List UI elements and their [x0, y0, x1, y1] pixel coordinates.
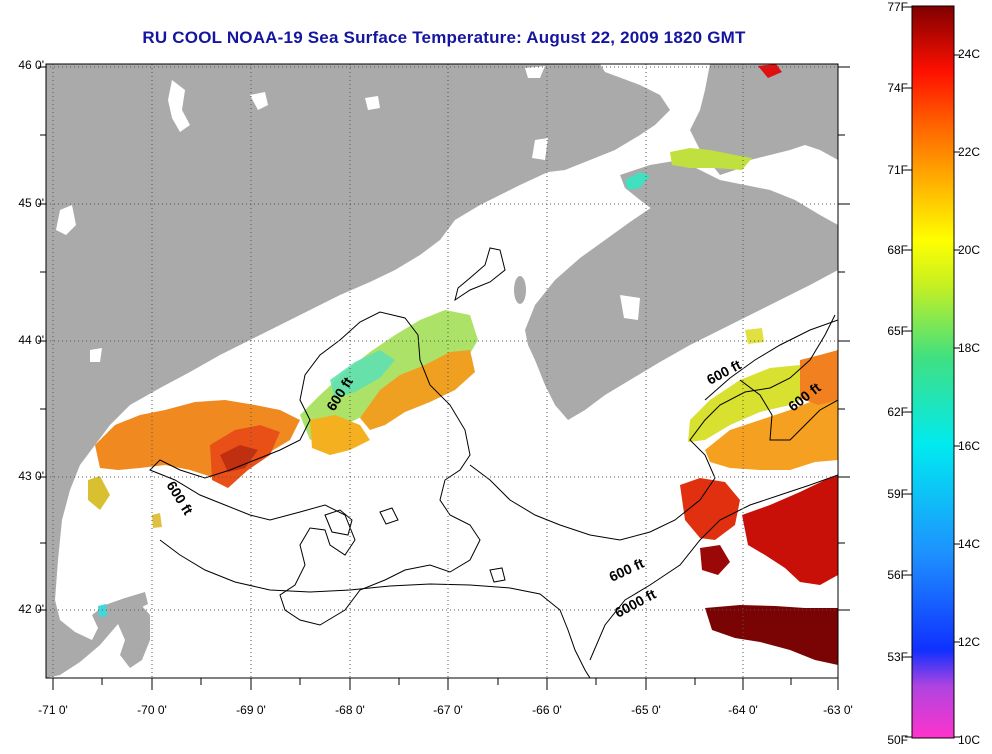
lake [620, 295, 640, 320]
lake [90, 348, 102, 362]
lat-label-42: 42 0' [18, 602, 44, 616]
contour-600ft-georges [469, 314, 836, 541]
lon-label-63: -63 0' [823, 703, 853, 717]
lake [365, 96, 380, 110]
contour-small-3 [379, 507, 399, 525]
contour-600ft-gulf [149, 311, 481, 626]
colorbar-label-59f: 59F [887, 487, 908, 501]
lake [525, 66, 545, 78]
lat-label-45: 45 0' [18, 196, 44, 210]
lake [56, 205, 76, 235]
colorbar-label-62f: 62F [887, 405, 908, 419]
lon-label-70: -70 0' [137, 703, 167, 717]
sst-patch-small-yellow [152, 513, 162, 528]
land-nova-scotia [525, 198, 838, 420]
colorbar-ticks [905, 6, 960, 738]
axis-ticks [38, 66, 850, 690]
colorbar-label-24c: 24C [958, 47, 981, 61]
sst-patch-scotian-small [745, 328, 764, 344]
lon-label-64: -64 0' [728, 703, 758, 717]
land-cape-cod [118, 606, 150, 668]
sst-patch-south-maroon [705, 605, 838, 665]
contour-6000ft-east [589, 474, 838, 661]
contour-gulf-north [454, 247, 506, 302]
land-north-shore [690, 64, 838, 175]
colorbar-label-12c: 12C [958, 635, 981, 649]
sst-patch-top-red [758, 64, 782, 78]
colorbar-label-50f: 50F [887, 733, 908, 747]
sst-patch-gulf-orange [360, 350, 475, 430]
lat-label-43: 43 0' [18, 469, 44, 483]
sst-patch-fundy [670, 148, 752, 170]
colorbar-label-16c: 16C [958, 439, 981, 453]
colorbar-label-74f: 74F [887, 81, 908, 95]
contour-scotian-outer [704, 319, 838, 401]
colorbar-label-71f: 71F [887, 163, 908, 177]
lon-label-68: -68 0' [335, 703, 365, 717]
lake [250, 92, 268, 110]
sst-patch-scotian-orange2 [800, 350, 838, 405]
sst-patch-west-dark [220, 445, 258, 472]
colorbar-label-56f: 56F [887, 568, 908, 582]
contour-small-1 [324, 509, 353, 536]
sst-patch-gulf-green [300, 310, 478, 440]
lat-label-46: 46 0' [18, 58, 44, 72]
land-new-england [46, 64, 670, 678]
plot-frame [45, 63, 839, 679]
lon-label-65: -65 0' [631, 703, 661, 717]
lake [532, 138, 548, 160]
sst-patch-slope-maroon [700, 545, 730, 575]
sst-patch-slope-red [680, 478, 740, 540]
lat-label-44: 44 0' [18, 333, 44, 347]
colorbar-label-65f: 65F [887, 324, 908, 338]
colorbar-label-22c: 22C [958, 145, 981, 159]
graticule [46, 64, 839, 678]
colorbar-label-14c: 14C [958, 537, 981, 551]
bathymetry-contours [149, 247, 838, 678]
land-new-brunswick [620, 160, 838, 268]
colorbar-label-10c: 10C [958, 733, 981, 747]
land-grand-manan [514, 276, 526, 304]
lon-label-67: -67 0' [433, 703, 463, 717]
lon-label-66: -66 0' [532, 703, 562, 717]
sst-patch-west-yellow [88, 476, 110, 510]
contour-6000ft [159, 539, 591, 678]
colorbar [911, 5, 955, 739]
sst-patch-gulf-orange2 [310, 415, 370, 455]
colorbar-label-68f: 68F [887, 243, 908, 257]
colorbar-label-18c: 18C [958, 341, 981, 355]
sst-patch-slope-darkred [742, 475, 838, 585]
colorbar-label-77f: 77F [887, 0, 908, 14]
lon-label-71: -71 0' [38, 703, 68, 717]
sst-patch-fundy-cyan [625, 172, 650, 190]
map-title: RU COOL NOAA-19 Sea Surface Temperature:… [142, 28, 746, 47]
colorbar-label-20c: 20C [958, 243, 981, 257]
colorbar-label-53f: 53F [887, 650, 908, 664]
lake [168, 80, 190, 132]
sst-patch-scotian-orange [705, 392, 838, 470]
sst-patch-gulf-cyan [330, 350, 395, 398]
lon-label-69: -69 0' [236, 703, 266, 717]
contour-small-2 [489, 567, 506, 583]
contour-scotian-inner [739, 379, 838, 441]
